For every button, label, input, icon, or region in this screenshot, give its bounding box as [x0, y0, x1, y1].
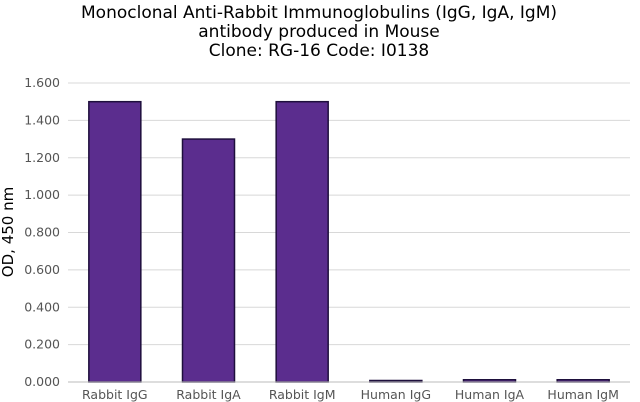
x-tick-label: Rabbit IgM [269, 387, 336, 402]
y-tick-label: 1.600 [24, 75, 60, 90]
bar [275, 100, 329, 383]
chart-title-line-1: Monoclonal Anti-Rabbit Immunoglobulins (… [81, 3, 557, 23]
bar [88, 100, 142, 383]
y-tick-label: 0.600 [24, 262, 60, 277]
chart-title-line-2: antibody produced in Mouse [198, 22, 439, 42]
y-axis-title: OD, 450 nm [0, 187, 17, 277]
bars [88, 100, 610, 383]
gridlines [68, 82, 630, 346]
chart-title-line-3: Clone: RG-16 Code: I0138 [209, 41, 429, 61]
x-tick-label: Human IgA [455, 387, 525, 402]
chart-title: Monoclonal Anti-Rabbit Immunoglobulins (… [81, 3, 557, 61]
x-tick-label: Rabbit IgA [176, 387, 241, 402]
y-tick-label: 0.800 [24, 225, 60, 240]
y-tick-label: 1.000 [24, 187, 60, 202]
y-tick-label: 1.200 [24, 150, 60, 165]
bar [181, 138, 236, 383]
x-tick-label: Human IgG [361, 387, 431, 402]
y-tick-label: 0.200 [24, 337, 60, 352]
y-tick-label: 1.400 [24, 112, 60, 127]
y-axis-ticks: 0.000 0.200 0.400 0.600 0.800 1.000 1.200 1.400… [24, 75, 60, 389]
x-tick-label: Rabbit IgG [82, 387, 148, 402]
x-tick-label: Human IgM [547, 387, 618, 402]
y-tick-label: 0.400 [24, 299, 60, 314]
y-tick-label: 0.000 [24, 374, 60, 389]
x-axis-labels: Rabbit IgG Rabbit IgA Rabbit IgM Human IgG H… [82, 387, 619, 402]
